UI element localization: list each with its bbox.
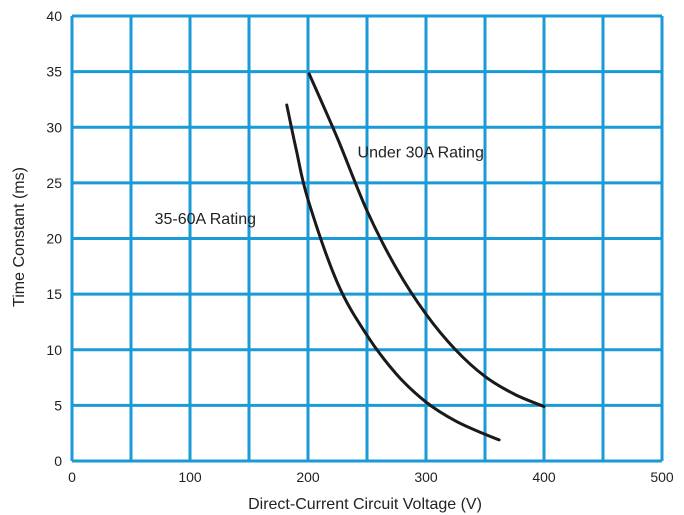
annotations: Under 30A Rating 35-60A Rating [155, 144, 484, 228]
grid [70, 14, 664, 463]
y-tick-label: 0 [54, 453, 62, 469]
y-tick-label: 25 [46, 175, 62, 191]
y-tick-label: 40 [46, 8, 62, 24]
x-tick-label: 100 [178, 469, 202, 485]
series-line-under-30a [307, 72, 546, 408]
x-tick-label: 400 [532, 469, 556, 485]
label-35-60a-rating: 35-60A Rating [155, 211, 256, 228]
x-tick-label: 0 [68, 469, 76, 485]
y-axis-title: Time Constant (ms) [11, 167, 28, 307]
x-tick-label: 200 [296, 469, 320, 485]
tick-labels: 0 100 200 300 400 500 0 5 10 15 20 25 30 35 40 [46, 8, 673, 485]
series-line-35-60a [285, 103, 501, 442]
y-tick-label: 35 [46, 64, 62, 80]
series-lines [285, 72, 546, 442]
y-tick-label: 15 [46, 286, 62, 302]
x-axis-title: Direct-Current Circuit Voltage (V) [248, 496, 482, 513]
label-under-30a-rating: Under 30A Rating [358, 144, 484, 161]
y-tick-label: 30 [46, 119, 62, 135]
x-tick-label: 300 [414, 469, 438, 485]
x-tick-label: 500 [650, 469, 674, 485]
y-tick-label: 5 [54, 397, 62, 413]
y-tick-label: 10 [46, 342, 62, 358]
y-tick-label: 20 [46, 231, 62, 247]
